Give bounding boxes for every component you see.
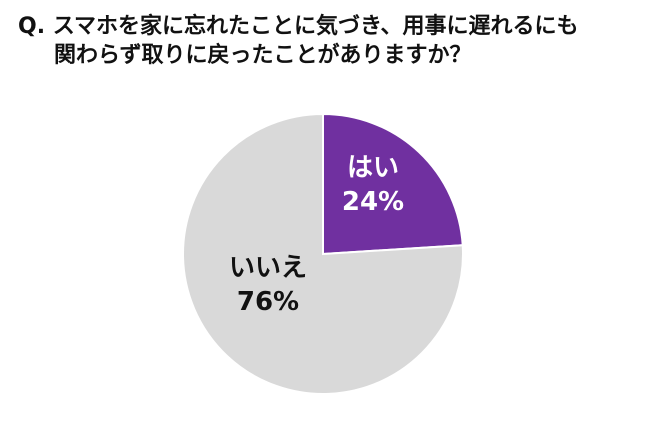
pie-slices [182, 112, 464, 395]
chart-title: Q. スマホを家に忘れたことに気づき、用事に遅れるにも 関わらず取りに戻ったこと… [18, 12, 638, 70]
question-line-2: 関わらず取りに戻ったことがありますか？ [54, 43, 472, 68]
question-line-1: Q. スマホを家に忘れたことに気づき、用事に遅れるにも [18, 14, 579, 39]
slice-label-1: はい [347, 153, 399, 183]
slice-label-2: いいえ [229, 253, 307, 283]
slice-value-1: 24% [342, 187, 404, 217]
slice-value-2: 76% [237, 287, 299, 317]
pie-slice-2 [182, 112, 464, 395]
pie-slice-1 [322, 112, 464, 256]
pie-labels: はい 24% いいえ 76% [229, 153, 404, 317]
